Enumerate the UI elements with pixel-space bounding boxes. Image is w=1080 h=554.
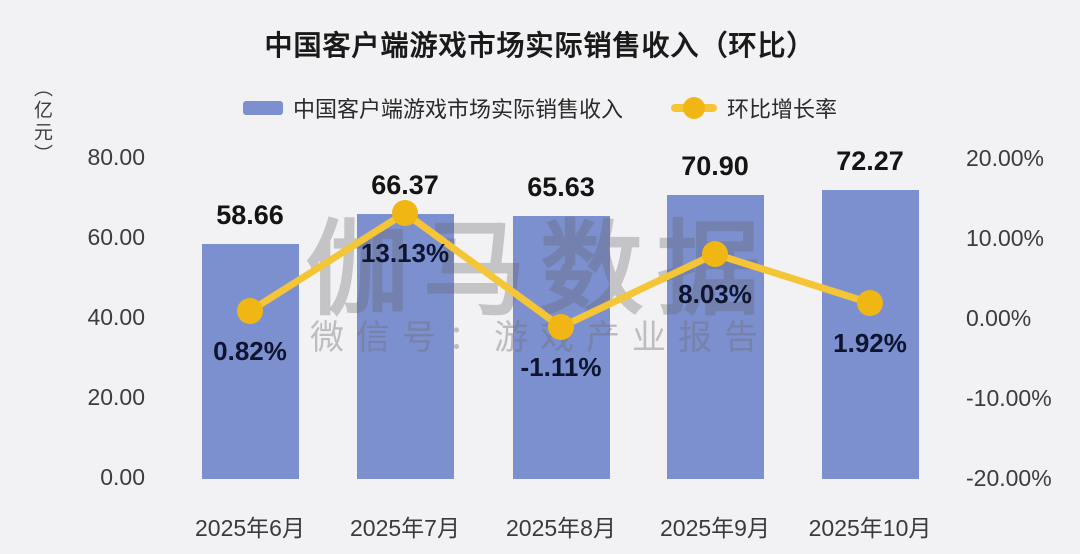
growth-point-marker xyxy=(702,241,728,267)
left-axis-tick: 60.00 xyxy=(87,224,145,250)
revenue-bar xyxy=(821,190,919,479)
bar-value-label: 70.90 xyxy=(681,151,749,181)
x-axis-label: 2025年10月 xyxy=(808,515,932,541)
x-axis-label: 2025年9月 xyxy=(660,515,770,541)
bar-value-label: 58.66 xyxy=(216,200,284,230)
left-axis-tick: 0.00 xyxy=(100,464,145,490)
bar-value-label: 66.37 xyxy=(371,170,439,200)
right-axis-tick: 10.00% xyxy=(966,225,1045,251)
legend: 中国客户端游戏市场实际销售收入 环比增长率 xyxy=(0,92,1080,124)
growth-value-label: 1.92% xyxy=(833,328,907,358)
bar-value-label: 72.27 xyxy=(836,146,904,176)
legend-item-growth: 环比增长率 xyxy=(671,92,837,124)
x-axis-label: 2025年8月 xyxy=(506,515,616,541)
left-axis-tick: 20.00 xyxy=(87,384,145,410)
growth-value-label: 13.13% xyxy=(360,238,450,268)
x-axis-label: 2025年7月 xyxy=(350,515,460,541)
left-axis-tick: 80.00 xyxy=(87,144,145,170)
legend-label-growth: 环比增长率 xyxy=(727,97,838,122)
revenue-bar xyxy=(201,244,299,479)
bar-series-swatch-icon xyxy=(242,101,283,115)
growth-value-label: 8.03% xyxy=(678,279,752,309)
revenue-bar xyxy=(512,216,610,479)
growth-point-marker xyxy=(237,298,263,324)
x-axis-label: 2025年6月 xyxy=(195,515,305,541)
right-axis-tick: 0.00% xyxy=(966,305,1032,331)
growth-line xyxy=(246,209,874,331)
chart-title: 中国客户端游戏市场实际销售收入（环比） xyxy=(264,30,816,61)
right-axis-tick: -10.00% xyxy=(966,385,1052,411)
right-axis-tick: -20.00% xyxy=(966,465,1052,491)
left-axis-tick: 40.00 xyxy=(87,304,145,330)
left-axis-unit-label: （亿元） xyxy=(31,78,52,166)
growth-value-label: -1.11% xyxy=(520,352,602,382)
growth-value-label: 0.82% xyxy=(213,336,287,366)
growth-point-marker xyxy=(392,200,418,226)
growth-point-marker xyxy=(857,290,883,316)
bar-value-label: 65.63 xyxy=(527,172,595,202)
line-series-swatch-icon xyxy=(671,97,717,119)
right-axis-tick: 20.00% xyxy=(966,145,1045,171)
line-series-dot-icon xyxy=(683,97,705,119)
legend-item-revenue: 中国客户端游戏市场实际销售收入 xyxy=(242,92,623,124)
growth-point-marker xyxy=(548,314,574,340)
revenue-bar xyxy=(356,214,454,479)
legend-label-revenue: 中国客户端游戏市场实际销售收入 xyxy=(292,97,623,122)
